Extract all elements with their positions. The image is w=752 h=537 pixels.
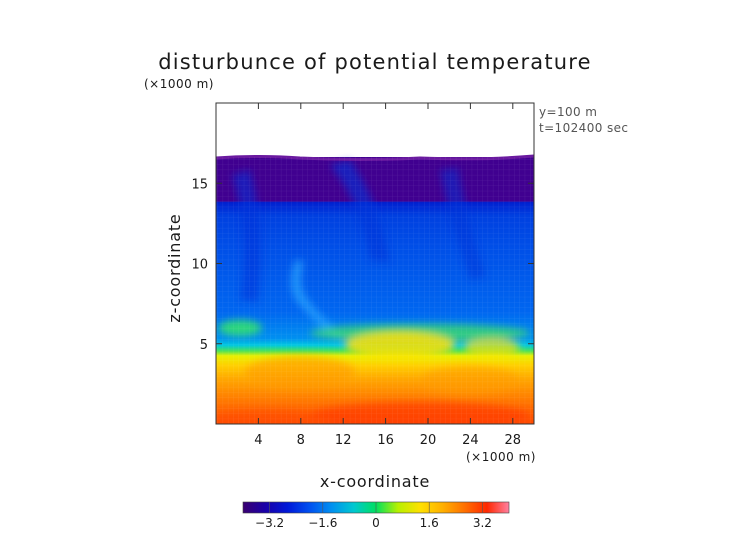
colorbar-tick-label: −1.6	[308, 516, 337, 530]
x-tick-label: 8	[297, 433, 305, 448]
x-tick-label: 28	[505, 433, 522, 448]
x-axis-label: x-coordinate	[320, 472, 430, 491]
z-axis-ticks: 5 10 15	[191, 177, 534, 353]
x-tick-label: 24	[462, 433, 479, 448]
z-tick-label: 15	[191, 177, 208, 192]
y-axis-label: z-coordinate	[165, 213, 184, 322]
z-tick-label: 5	[200, 338, 208, 353]
annotation-y: y=100 m	[539, 105, 597, 119]
x-tick-label: 4	[254, 433, 262, 448]
x-tick-label: 16	[377, 433, 394, 448]
x-axis-ticks: 4 8 12 16 20 24 28	[254, 103, 521, 448]
x-tick-label: 20	[420, 433, 437, 448]
z-unit-label: (×1000 m)	[144, 77, 214, 91]
x-tick-label: 12	[335, 433, 352, 448]
z-tick-label: 10	[191, 258, 208, 273]
x-unit-label: (×1000 m)	[466, 450, 536, 464]
chart-title: disturbunce of potential temperature	[158, 50, 592, 74]
plot-area	[216, 154, 534, 424]
grid-overlay	[216, 157, 534, 424]
colorbar-ticks: −3.2 −1.6 0 1.6 3.2	[255, 502, 492, 530]
colorbar: −3.2 −1.6 0 1.6 3.2	[242, 501, 510, 530]
colorbar-tick-label: 1.6	[420, 516, 439, 530]
annotation-t: t=102400 sec	[539, 121, 628, 135]
colorbar-tick-label: 3.2	[473, 516, 492, 530]
colorbar-tick-label: −3.2	[255, 516, 284, 530]
colorbar-tick-label: 0	[372, 516, 380, 530]
